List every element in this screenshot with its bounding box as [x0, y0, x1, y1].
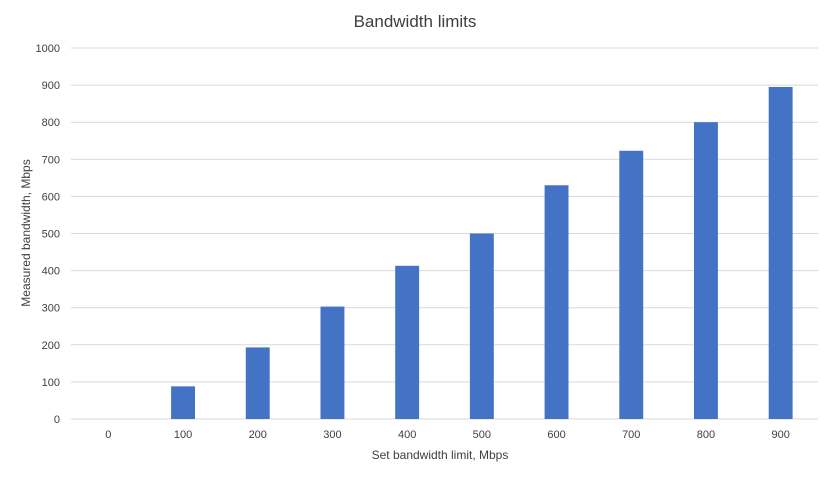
y-tick-label: 100	[42, 377, 60, 389]
bar-100	[171, 386, 196, 419]
bar-400	[395, 265, 420, 419]
y-axis-ticks: 0 100 200 300 400 500 600 700 800 900 1000	[36, 43, 60, 426]
y-tick-label: 0	[54, 414, 60, 426]
bar-600	[544, 185, 569, 419]
x-tick-label: 100	[174, 429, 192, 441]
x-tick-label: 800	[697, 429, 715, 441]
x-tick-label: 700	[622, 429, 640, 441]
y-tick-label: 900	[42, 80, 60, 92]
y-tick-label: 600	[42, 191, 60, 203]
x-tick-label: 600	[547, 429, 565, 441]
bar-200	[245, 347, 270, 419]
bar-900	[768, 86, 793, 419]
x-tick-label: 400	[398, 429, 416, 441]
x-axis-label: Set bandwidth limit, Mbps	[372, 448, 509, 462]
x-tick-label: 500	[473, 429, 491, 441]
bar-700	[619, 150, 644, 419]
x-tick-label: 200	[249, 429, 267, 441]
y-tick-label: 500	[42, 229, 60, 241]
y-tick-label: 200	[42, 340, 60, 352]
bars	[171, 86, 793, 419]
bar-300	[320, 306, 345, 419]
y-tick-label: 400	[42, 266, 60, 278]
x-tick-label: 0	[105, 429, 111, 441]
chart-title: Bandwidth limits	[354, 12, 477, 31]
x-tick-label: 300	[323, 429, 341, 441]
y-tick-label: 800	[42, 117, 60, 129]
y-tick-label: 1000	[36, 43, 60, 55]
gridlines	[71, 47, 818, 420]
y-axis-label: Measured bandwidth, Mbps	[19, 159, 33, 306]
x-axis-ticks: 0 100 200 300 400 500 600 700 800 900	[105, 429, 790, 441]
y-tick-label: 700	[42, 154, 60, 166]
bar-800	[693, 122, 718, 419]
bar-500	[469, 233, 494, 419]
y-tick-label: 300	[42, 303, 60, 315]
x-tick-label: 900	[771, 429, 789, 441]
